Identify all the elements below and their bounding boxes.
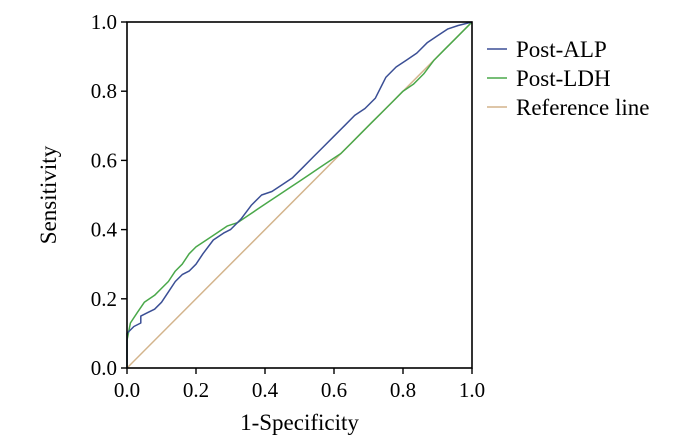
x-tick-label: 0.2 bbox=[183, 378, 209, 402]
y-tick-label: 1.0 bbox=[91, 10, 117, 34]
y-tick-label: 0.2 bbox=[91, 287, 117, 311]
y-axis-title: Sensitivity bbox=[36, 145, 61, 244]
legend-label-2: Reference line bbox=[516, 95, 649, 120]
series-line-1 bbox=[126, 21, 473, 368]
plot-frame bbox=[126, 21, 473, 369]
y-tick-label: 0.4 bbox=[91, 218, 118, 242]
series-layer bbox=[126, 21, 473, 369]
x-tick-label: 0.4 bbox=[252, 378, 279, 402]
ticks-layer: 0.0 0.2 0.4 0.6 0.8 1.0 0.0 0.2 0.4 0.6 0.8 1.0 bbox=[91, 10, 485, 402]
x-tick-label: 1.0 bbox=[459, 378, 485, 402]
series-line-0 bbox=[126, 21, 473, 368]
x-axis-title: 1-Specificity bbox=[240, 410, 359, 435]
series-line-2 bbox=[126, 21, 473, 369]
x-tick-label: 0.0 bbox=[114, 378, 140, 402]
y-tick-label: 0.0 bbox=[91, 356, 117, 380]
legend-label-0: Post-ALP bbox=[516, 37, 607, 62]
x-tick-label: 0.8 bbox=[390, 378, 416, 402]
y-tick-label: 0.6 bbox=[91, 148, 117, 172]
x-tick-label: 0.6 bbox=[321, 378, 347, 402]
y-tick-label: 0.8 bbox=[91, 79, 117, 103]
legend-label-1: Post-LDH bbox=[516, 66, 611, 91]
legend: Post-ALP Post-LDH Reference line bbox=[487, 37, 649, 120]
